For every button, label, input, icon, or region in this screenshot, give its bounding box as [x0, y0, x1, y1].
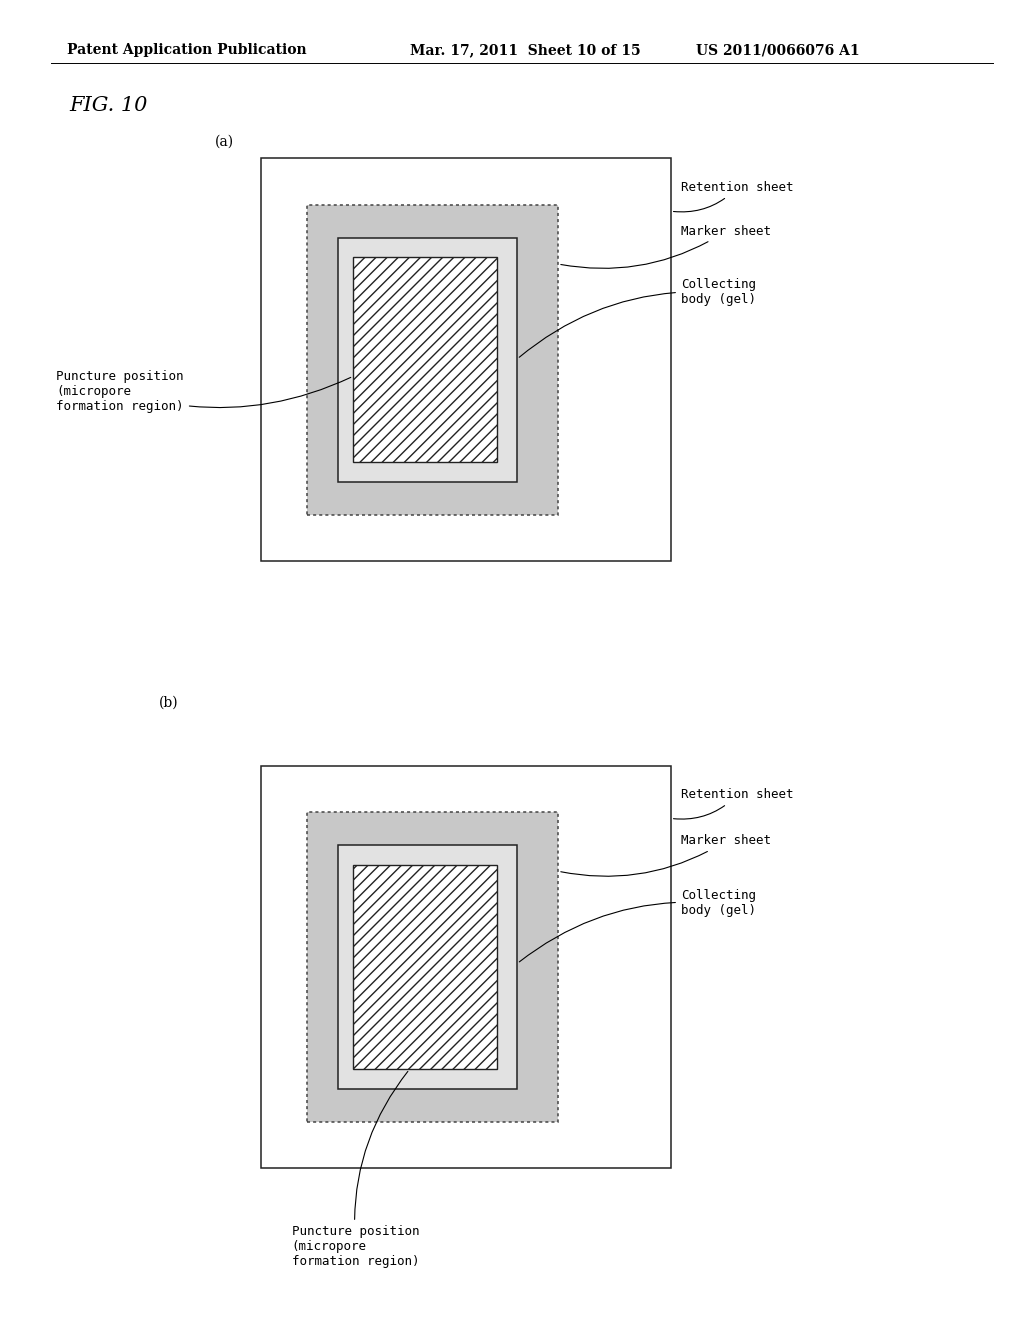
Text: Marker sheet: Marker sheet: [561, 224, 771, 268]
Bar: [307, 812, 558, 1122]
Text: Collecting
body (gel): Collecting body (gel): [519, 279, 756, 358]
Bar: [338, 238, 517, 482]
Bar: [353, 257, 497, 462]
Bar: [338, 845, 517, 1089]
Bar: [261, 158, 671, 561]
Bar: [261, 766, 671, 1168]
Text: (b): (b): [159, 696, 178, 709]
Text: Mar. 17, 2011  Sheet 10 of 15: Mar. 17, 2011 Sheet 10 of 15: [410, 44, 640, 57]
Text: Patent Application Publication: Patent Application Publication: [67, 44, 306, 57]
Bar: [353, 865, 497, 1069]
Text: (a): (a): [215, 135, 234, 148]
Text: Puncture position
(micropore
formation region): Puncture position (micropore formation r…: [292, 1072, 420, 1269]
Text: Retention sheet: Retention sheet: [674, 181, 794, 213]
Text: FIG. 10: FIG. 10: [70, 96, 148, 115]
Bar: [307, 205, 558, 515]
Text: Retention sheet: Retention sheet: [674, 788, 794, 820]
Text: Marker sheet: Marker sheet: [561, 834, 771, 876]
Text: US 2011/0066076 A1: US 2011/0066076 A1: [696, 44, 860, 57]
Text: Collecting
body (gel): Collecting body (gel): [519, 890, 756, 962]
Text: Puncture position
(micropore
formation region): Puncture position (micropore formation r…: [56, 370, 351, 413]
